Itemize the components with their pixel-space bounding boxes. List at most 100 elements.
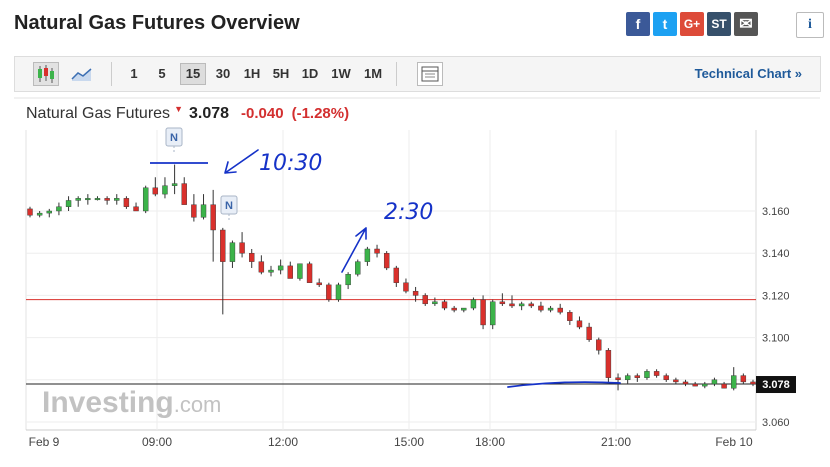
candle-up <box>85 198 91 201</box>
timeframe-5[interactable]: 5 <box>158 66 166 81</box>
investing-watermark: Investing.com <box>42 386 221 419</box>
price-change-percent: (-1.28%) <box>291 105 350 122</box>
candle-down <box>287 265 293 279</box>
candle-down <box>586 326 592 340</box>
candle-up <box>364 248 371 262</box>
candle-down <box>181 183 187 205</box>
candlestick-chart-icon[interactable] <box>33 62 59 86</box>
timeframe-1w[interactable]: 1W <box>331 66 351 81</box>
candle-up <box>335 284 342 300</box>
email-icon[interactable]: ✉ <box>734 12 758 36</box>
timeframe-1d[interactable]: 1D <box>301 66 319 81</box>
candle-down <box>210 204 216 231</box>
down-arrow-icon: ▼ <box>174 104 183 114</box>
facebook-icon[interactable]: f <box>626 12 650 36</box>
handwritten-note-1030: 10:30 <box>259 151 322 176</box>
candlestick-glyph <box>38 65 54 83</box>
watermark-brand: Investing <box>42 386 174 419</box>
y-tick-label: 3.120 <box>762 290 790 302</box>
handdrawn-arrow-2 <box>341 227 367 273</box>
area-chart-icon[interactable] <box>69 62 95 86</box>
timeframe-30[interactable]: 30 <box>215 66 231 81</box>
last-price-tag-label: 3.078 <box>762 379 790 391</box>
candle-up <box>432 301 438 305</box>
candle-down <box>220 229 226 262</box>
candle-up <box>345 274 351 286</box>
candle-down <box>239 242 245 254</box>
x-tick-label: 09:00 <box>142 435 172 449</box>
timeframe-1m[interactable]: 1M <box>363 66 383 81</box>
handdrawn-arrow-1 <box>224 149 259 174</box>
handwritten-note-230: 2:30 <box>384 200 433 225</box>
candle-up <box>518 303 525 307</box>
candle-down <box>605 350 612 378</box>
candle-up <box>624 375 631 380</box>
candle-down <box>441 301 448 309</box>
candle-down <box>152 187 159 195</box>
instrument-name: Natural Gas Futures <box>26 105 171 122</box>
y-tick-label: 3.160 <box>762 206 790 218</box>
candle-up <box>142 187 149 212</box>
candle-up <box>56 206 62 212</box>
candle-up <box>490 301 496 326</box>
y-tick-label: 3.140 <box>762 248 790 260</box>
candle-down <box>403 282 409 292</box>
candle-down <box>249 252 255 262</box>
x-tick-label: 21:00 <box>601 435 631 449</box>
candle-down <box>393 267 400 283</box>
toolbar-divider <box>111 62 112 86</box>
candle-down <box>316 282 322 286</box>
candle-down <box>682 381 689 385</box>
candle-down <box>306 263 313 283</box>
candle-down <box>750 381 756 385</box>
info-button[interactable]: i <box>796 12 824 38</box>
candle-up <box>547 307 554 311</box>
candle-down <box>258 261 265 273</box>
technical-chart-link[interactable]: Technical Chart » <box>694 66 802 81</box>
candle-up <box>229 242 236 262</box>
candle-down <box>721 383 727 389</box>
candle-up <box>731 375 737 389</box>
watermark-suffix: .com <box>174 392 222 417</box>
candle-down <box>567 312 573 321</box>
google-plus-icon[interactable]: G+ <box>680 12 704 36</box>
candle-down <box>692 383 698 387</box>
timeframe-5h[interactable]: 5H <box>272 66 290 81</box>
last-price: 3.078 <box>188 105 230 122</box>
candle-up <box>36 212 43 216</box>
candle-down <box>191 204 197 218</box>
candle-down <box>422 295 428 305</box>
candle-down <box>509 303 515 307</box>
candle-down <box>538 305 544 311</box>
candle-down <box>104 198 110 201</box>
timeframe-1h[interactable]: 1H <box>243 66 261 81</box>
candle-up <box>277 265 284 271</box>
timeframe-15[interactable]: 15 <box>180 63 206 85</box>
twitter-icon[interactable]: t <box>653 12 677 36</box>
candle-up <box>702 383 708 387</box>
timeframe-1[interactable]: 1 <box>130 66 138 81</box>
candle-down <box>663 375 669 380</box>
candle-down <box>451 307 457 311</box>
news-marker-label: N <box>225 200 233 212</box>
x-tick-label: 18:00 <box>475 435 505 449</box>
candle-up <box>644 371 650 378</box>
candle-up <box>470 299 477 309</box>
candle-down <box>499 301 506 305</box>
stocktwits-icon[interactable]: ST <box>707 12 731 36</box>
handdrawn-underline <box>507 381 621 388</box>
chart-settings-icon[interactable] <box>417 62 443 86</box>
candle-up <box>46 210 52 214</box>
candle-down <box>673 379 679 383</box>
candle-down <box>576 320 583 328</box>
instrument-quote: Natural Gas Futures ▼ 3.078 -0.040 (-1.2… <box>26 104 350 123</box>
candle-up <box>297 263 303 279</box>
x-tick-label: Feb 9 <box>29 435 60 449</box>
candle-up <box>65 200 72 207</box>
candle-down <box>557 307 563 313</box>
candle-down <box>634 375 641 378</box>
candle-up <box>268 269 274 273</box>
x-tick-label: 15:00 <box>394 435 424 449</box>
candle-up <box>114 198 120 201</box>
